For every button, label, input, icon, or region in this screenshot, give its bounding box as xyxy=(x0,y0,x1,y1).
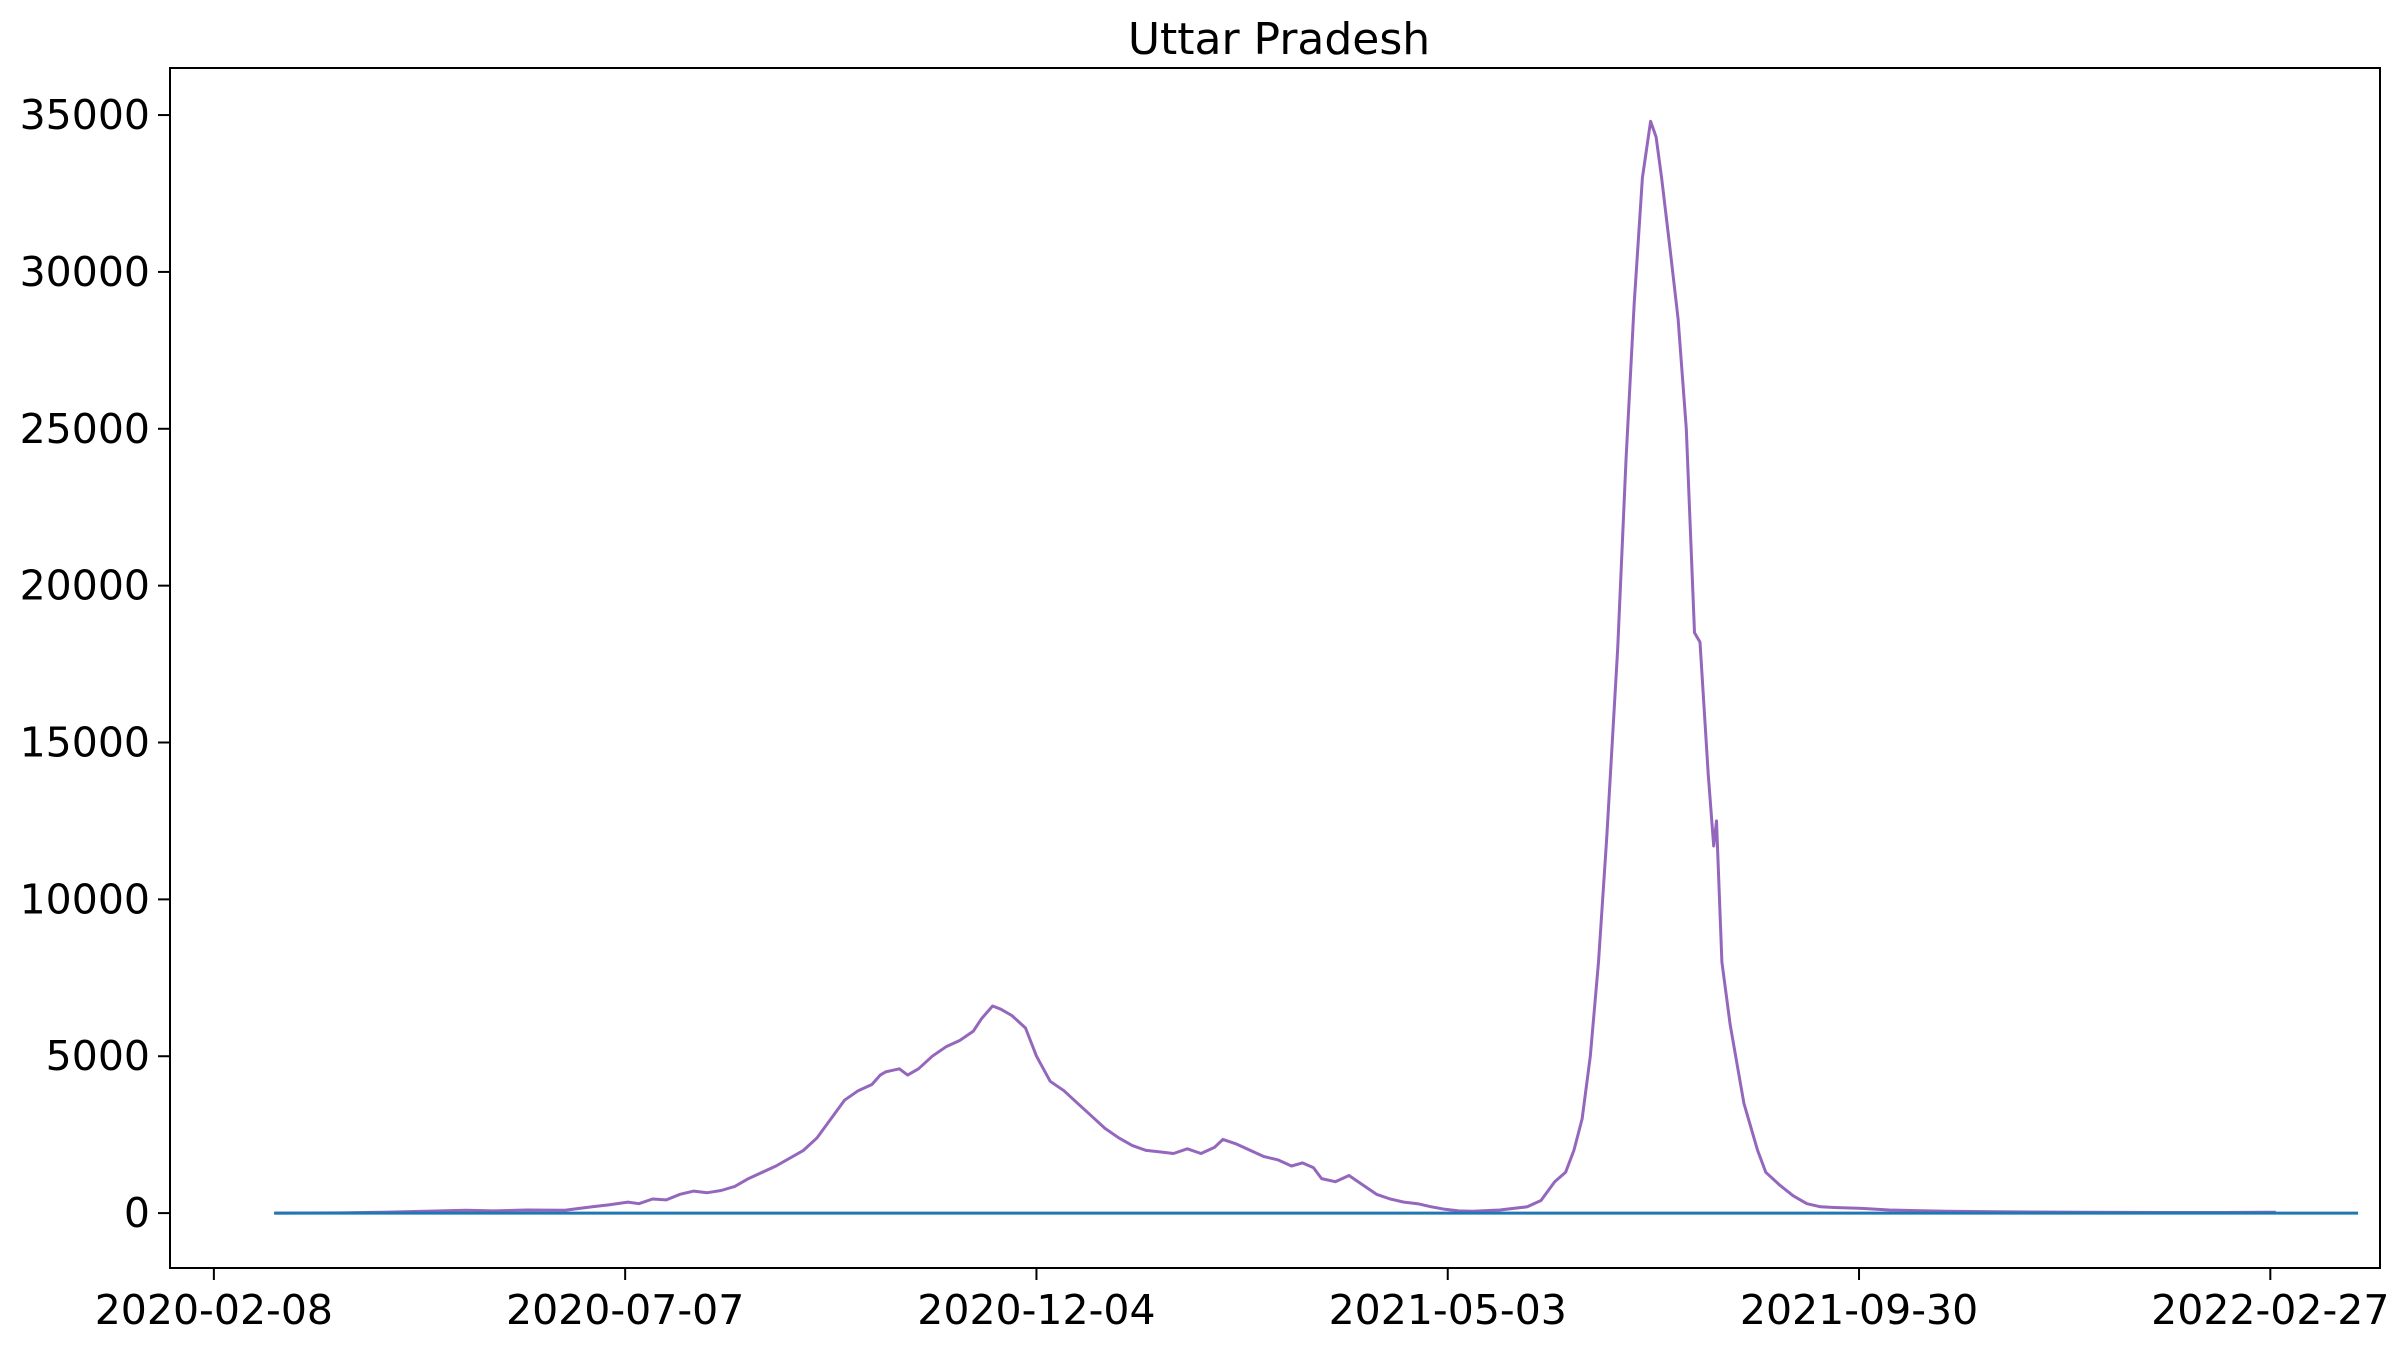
series-line-1 xyxy=(274,119,2276,1215)
y-tick-label: 35000 xyxy=(20,91,150,139)
x-tick-label: 2021-05-03 xyxy=(1329,1286,1567,1334)
x-tick-label: 2022-02-27 xyxy=(2151,1286,2389,1334)
x-tick-label: 2020-07-07 xyxy=(506,1286,744,1334)
y-tick-label: 0 xyxy=(124,1189,150,1237)
y-tick-label: 10000 xyxy=(20,875,150,923)
plot-frame xyxy=(169,67,2381,1269)
x-tick-label: 2021-09-30 xyxy=(1740,1286,1978,1334)
y-axis: 0 5000 10000 15000 20000 25000 30000 35000 xyxy=(20,91,170,1237)
series-layer xyxy=(274,119,2359,1215)
chart-title: Uttar Pradesh xyxy=(1128,14,1430,65)
y-tick-label: 5000 xyxy=(46,1032,150,1080)
y-tick-label: 20000 xyxy=(20,562,150,610)
x-tick-label: 2020-02-08 xyxy=(95,1286,333,1334)
y-tick-label: 15000 xyxy=(20,719,150,767)
y-tick-label: 30000 xyxy=(20,248,150,296)
y-tick-label: 25000 xyxy=(20,405,150,453)
x-axis: 2020-02-08 2020-07-07 2020-12-04 2021-05-03… xyxy=(95,1268,2389,1334)
x-tick-label: 2020-12-04 xyxy=(917,1286,1155,1334)
